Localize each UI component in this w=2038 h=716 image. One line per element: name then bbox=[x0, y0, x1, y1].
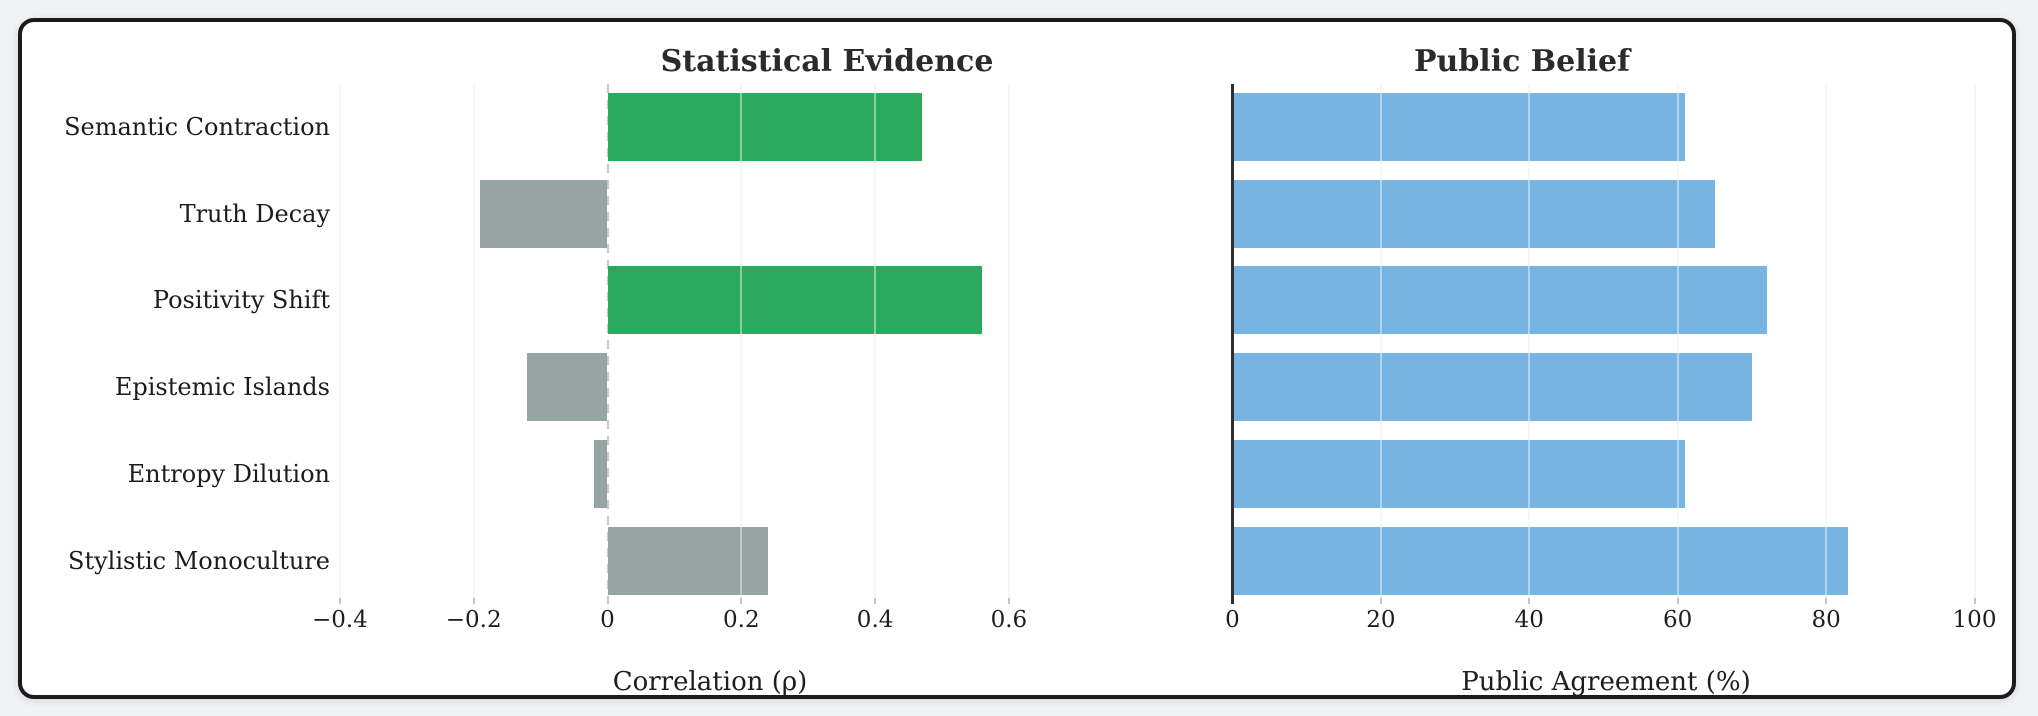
right-gridline-overlay-40 bbox=[1528, 84, 1531, 598]
right-bar-stylistic-monoculture bbox=[1232, 526, 1849, 595]
left-bar-stylistic-monoculture bbox=[607, 526, 769, 595]
right-gridline-20 bbox=[1379, 84, 1382, 598]
right-tick-label-20: 20 bbox=[1366, 607, 1396, 633]
left-bar-epistemic-islands bbox=[527, 353, 608, 422]
right-bar-positivity-shift bbox=[1232, 266, 1767, 335]
right-tick-mark-60 bbox=[1676, 598, 1679, 604]
right-tick-label-100: 100 bbox=[1952, 607, 1997, 633]
left-gridline-−0.2 bbox=[472, 84, 475, 598]
left-tick-mark-0.2 bbox=[740, 598, 743, 604]
left-gridline-overlay-0.4 bbox=[874, 84, 877, 598]
left-tick-label-0.2: 0.2 bbox=[723, 607, 760, 633]
left-tick-label-0.4: 0.4 bbox=[856, 607, 894, 633]
category-label-stylistic-monoculture: Stylistic Monoculture bbox=[68, 546, 330, 575]
category-label-semantic-contraction: Semantic Contraction bbox=[64, 113, 330, 141]
left-bar-truth-decay bbox=[480, 179, 608, 248]
left-tick-label-−0.2: −0.2 bbox=[445, 607, 502, 633]
right-bar-truth-decay bbox=[1232, 179, 1715, 248]
left-zero-line bbox=[606, 84, 609, 598]
left-tick-mark-−0.2 bbox=[472, 598, 475, 604]
right-chart-title: Public Belief bbox=[1413, 44, 1631, 79]
left-bar-entropy-dilution bbox=[594, 439, 608, 508]
right-tick-label-40: 40 bbox=[1514, 607, 1544, 633]
right-tick-mark-100 bbox=[1973, 598, 1976, 604]
category-label-truth-decay: Truth Decay bbox=[179, 199, 330, 228]
left-gridline-overlay-0.2 bbox=[740, 84, 743, 598]
category-label-epistemic-islands: Epistemic Islands bbox=[114, 373, 330, 402]
right-gridline-overlay-20 bbox=[1379, 84, 1382, 598]
left-tick-label-−0.4: −0.4 bbox=[311, 607, 368, 633]
right-bar-semantic-contraction bbox=[1232, 93, 1686, 161]
right-gridline-60 bbox=[1676, 84, 1679, 598]
left-tick-mark-0.6 bbox=[1007, 598, 1010, 604]
right-gridline-overlay-80 bbox=[1825, 84, 1828, 598]
left-tick-mark-0.4 bbox=[874, 598, 877, 604]
left-chart-xlabel: Correlation (ρ) bbox=[612, 667, 808, 697]
right-tick-mark-20 bbox=[1379, 598, 1382, 604]
left-gridline-overlay-−0.2 bbox=[472, 84, 475, 598]
category-label-entropy-dilution: Entropy Dilution bbox=[127, 459, 330, 488]
left-tick-mark-−0.4 bbox=[338, 598, 341, 604]
right-tick-label-0: 0 bbox=[1225, 607, 1240, 633]
category-label-positivity-shift: Positivity Shift bbox=[152, 286, 330, 315]
right-bar-epistemic-islands bbox=[1232, 353, 1752, 422]
left-chart-title: Statistical Evidence bbox=[660, 44, 994, 79]
left-gridline-0.2 bbox=[740, 84, 743, 598]
right-gridline-80 bbox=[1825, 84, 1828, 598]
right-chart-xlabel: Public Agreement (%) bbox=[1461, 667, 1751, 697]
right-y-axis-spine bbox=[1230, 84, 1234, 604]
right-gridline-overlay-100 bbox=[1973, 84, 1976, 598]
left-gridline-overlay-0.6 bbox=[1007, 84, 1010, 598]
left-tick-label-0: 0 bbox=[600, 607, 615, 633]
left-gridline-0.4 bbox=[874, 84, 877, 598]
right-tick-label-60: 60 bbox=[1663, 607, 1693, 633]
left-bar-positivity-shift bbox=[607, 266, 983, 335]
right-gridline-overlay-60 bbox=[1676, 84, 1679, 598]
right-bar-entropy-dilution bbox=[1232, 439, 1686, 508]
right-gridline-100 bbox=[1973, 84, 1976, 598]
right-tick-label-80: 80 bbox=[1811, 607, 1841, 633]
left-gridline-overlay-−0.4 bbox=[338, 84, 341, 598]
left-gridline-0.6 bbox=[1007, 84, 1010, 598]
right-gridline-40 bbox=[1528, 84, 1531, 598]
right-tick-mark-80 bbox=[1825, 598, 1828, 604]
left-gridline-−0.4 bbox=[338, 84, 341, 598]
left-tick-label-0.6: 0.6 bbox=[990, 607, 1028, 633]
left-tick-mark-0 bbox=[606, 598, 609, 604]
right-tick-mark-40 bbox=[1528, 598, 1531, 604]
left-bar-semantic-contraction bbox=[607, 93, 922, 161]
